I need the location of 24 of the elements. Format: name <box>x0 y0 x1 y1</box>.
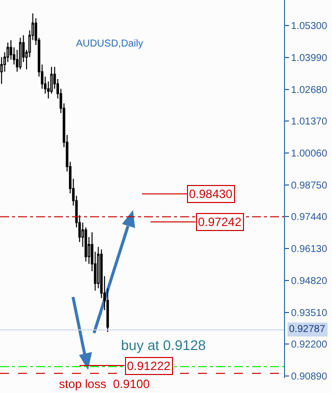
candlestick <box>0 56 3 84</box>
annotation: 0.98430 <box>189 187 233 201</box>
candlestick <box>84 226 88 262</box>
y-tick-label: 1.02680 <box>291 84 328 96</box>
annotation: 0.97242 <box>198 215 242 229</box>
y-tick-label: 0.93510 <box>291 308 328 319</box>
y-tick-label: 1.03990 <box>291 52 328 64</box>
y-tick-label: 0.90890 <box>291 372 328 383</box>
ref-line-label: 0.92787 <box>289 324 326 335</box>
y-tick-label: 0.92200 <box>291 340 328 351</box>
candlestick <box>19 37 22 70</box>
y-tick-label: 1.00060 <box>291 148 328 160</box>
candlestick <box>10 40 12 60</box>
y-tick-label: 0.97440 <box>291 212 328 224</box>
text: AUDUSD,Daily <box>76 38 144 50</box>
y-tick-label: 0.94820 <box>291 276 328 287</box>
y-tick-label: 0.98750 <box>291 180 328 192</box>
ref-line-label: buy at 0.9128 <box>121 337 206 353</box>
y-tick-label: 1.05300 <box>291 21 328 32</box>
y-tick-label: 1.01370 <box>291 116 328 128</box>
candlestick <box>50 66 53 94</box>
legend-label: stop loss 0.9100 <box>59 377 150 391</box>
y-tick-label: 0.96130 <box>291 244 328 256</box>
annotation: 0.91222 <box>127 359 171 373</box>
